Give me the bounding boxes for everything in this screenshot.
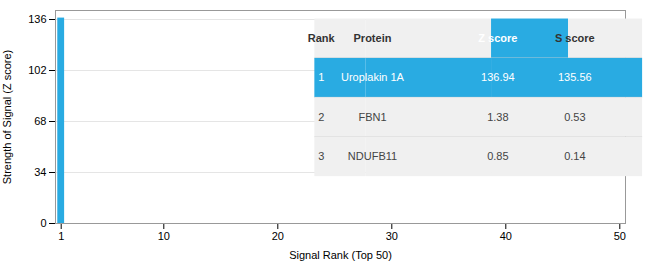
svg-text:68: 68	[34, 115, 46, 127]
svg-text:30: 30	[386, 230, 398, 242]
svg-text:2: 2	[318, 111, 324, 123]
svg-text:0: 0	[40, 217, 46, 229]
svg-text:0.85: 0.85	[487, 150, 508, 162]
svg-text:0.53: 0.53	[564, 111, 585, 123]
svg-text:Strength of Signal (Z score): Strength of Signal (Z score)	[1, 50, 13, 185]
svg-text:34: 34	[34, 166, 46, 178]
svg-text:Signal Rank (Top 50): Signal Rank (Top 50)	[289, 249, 392, 261]
svg-text:135.56: 135.56	[558, 71, 592, 83]
svg-text:40: 40	[500, 230, 512, 242]
svg-text:3: 3	[318, 150, 324, 162]
svg-text:50: 50	[614, 230, 626, 242]
svg-text:Rank: Rank	[308, 32, 336, 44]
svg-text:Uroplakin 1A: Uroplakin 1A	[341, 71, 405, 83]
svg-text:NDUFB11: NDUFB11	[348, 150, 397, 162]
svg-text:Protein: Protein	[354, 32, 392, 44]
svg-text:1: 1	[58, 230, 64, 242]
svg-text:136.94: 136.94	[481, 71, 515, 83]
svg-text:1.38: 1.38	[487, 111, 508, 123]
svg-text:FBN1: FBN1	[358, 111, 386, 123]
svg-text:0.14: 0.14	[564, 150, 585, 162]
svg-text:Z score: Z score	[478, 32, 517, 44]
svg-text:10: 10	[158, 230, 170, 242]
svg-text:102: 102	[28, 64, 46, 76]
svg-text:1: 1	[318, 71, 324, 83]
svg-text:S score: S score	[555, 32, 595, 44]
svg-text:20: 20	[272, 230, 284, 242]
svg-text:136: 136	[28, 13, 46, 25]
